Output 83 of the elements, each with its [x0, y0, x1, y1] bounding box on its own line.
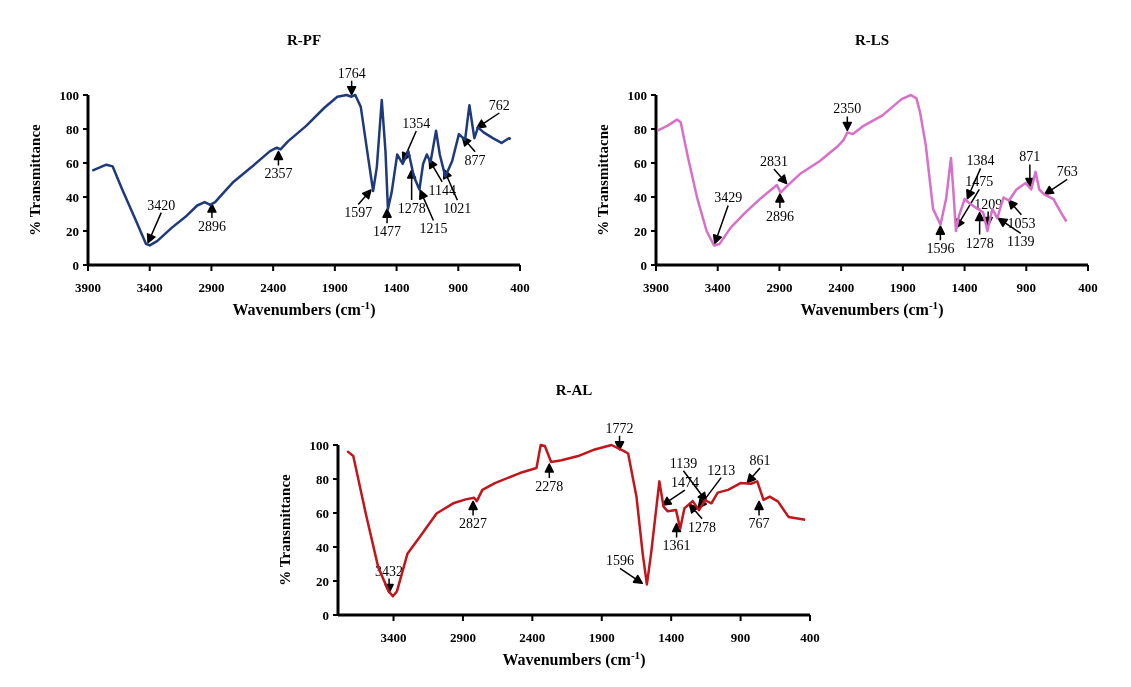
x-tick-label: 2900 [766, 280, 793, 295]
x-tick-label: 900 [448, 280, 469, 295]
chart-title: R-AL [555, 382, 593, 398]
annotation: 3420 [147, 197, 176, 213]
annotation: 871 [1019, 149, 1041, 165]
y-tick-label: 80 [634, 121, 647, 137]
x-tick-label: 3400 [704, 280, 731, 295]
annotation: 2831 [759, 154, 788, 169]
x-axis-title: Wavenumbers (cm$^{-1}$) [232, 299, 376, 319]
x-tick-label: 1400 [658, 630, 685, 645]
x-tick-label: 1900 [321, 280, 348, 295]
x-tick-label: 900 [1016, 280, 1037, 295]
y-tick-label: 40 [634, 189, 647, 205]
annotation: 1139 [1007, 234, 1035, 250]
annotation: 1021 [443, 201, 472, 216]
annotation: 2827 [459, 516, 488, 532]
x-tick-label: 1900 [588, 630, 615, 645]
annotation: 1354 [402, 115, 431, 131]
y-tick-label: 20 [634, 223, 647, 239]
y-axis-title: % Transmittacne [595, 123, 611, 236]
annotation: 767 [748, 516, 770, 532]
annotation: 1596 [605, 553, 634, 569]
x-tick-label: 2400 [828, 280, 855, 295]
y-tick-label: 100 [627, 87, 647, 103]
annotation: 1764 [337, 65, 366, 81]
annotation: 1477 [373, 224, 402, 240]
annotation: 1215 [419, 221, 448, 237]
y-tick-label: 20 [66, 223, 79, 239]
annotation: 1278 [965, 235, 994, 251]
y-tick-label: 40 [316, 539, 329, 555]
x-axis-title: Wavenumbers (cm$^{-1}$) [502, 649, 646, 669]
chart-title: R-PF [286, 32, 322, 48]
annotation: 1278 [688, 519, 717, 535]
chart-title: R-LS [854, 32, 890, 48]
y-tick-label: 60 [634, 155, 647, 171]
annotation: 763 [1056, 164, 1078, 180]
x-tick-label: 2400 [519, 630, 546, 645]
annotation: 877 [464, 152, 486, 168]
x-tick-label: 1900 [889, 280, 916, 295]
annotation: 1278 [397, 201, 426, 216]
x-tick-label: 3900 [75, 280, 101, 295]
annotation: 2896 [197, 219, 226, 234]
annotation: 1596 [926, 241, 955, 257]
annotation: 1139 [669, 455, 698, 471]
annotation: 861 [749, 453, 771, 468]
x-tick-label: 3400 [136, 280, 163, 295]
x-axis-title: Wavenumbers (cm$^{-1}$) [800, 299, 944, 319]
x-tick-label: 1400 [951, 280, 978, 295]
annotation: 1053 [1007, 215, 1036, 231]
annotation: 762 [488, 97, 510, 113]
y-axis-title: % Transmittance [277, 473, 293, 586]
annotation: 2357 [264, 166, 293, 182]
y-tick-label: 20 [316, 573, 329, 589]
annotation: 3429 [714, 190, 743, 206]
y-tick-label: 60 [316, 505, 329, 521]
x-tick-label: 2900 [449, 630, 476, 645]
y-tick-label: 80 [66, 121, 79, 137]
annotation: 2896 [765, 208, 794, 224]
annotation: 1384 [966, 153, 995, 169]
y-tick-label: 60 [66, 155, 79, 171]
x-tick-label: 2900 [198, 280, 225, 295]
annotation: 1597 [344, 205, 373, 221]
annotation: 2350 [833, 101, 862, 117]
y-tick-label: 40 [66, 189, 79, 205]
x-tick-label: 3400 [380, 630, 407, 645]
y-tick-label: 80 [316, 471, 329, 487]
x-tick-label: 400 [1078, 280, 1098, 295]
x-tick-label: 2400 [260, 280, 287, 295]
x-tick-label: 400 [510, 280, 530, 295]
x-tick-label: 900 [730, 630, 751, 645]
y-tick-label: 0 [322, 607, 329, 623]
annotation: 1772 [605, 420, 634, 436]
x-tick-label: 3900 [643, 280, 669, 295]
y-tick-label: 100 [59, 87, 79, 103]
annotation: 2278 [535, 478, 564, 494]
y-tick-label: 0 [640, 257, 647, 273]
y-axis-title: % Transmittance [27, 123, 43, 236]
annotation: 1213 [707, 462, 736, 478]
y-tick-label: 100 [309, 437, 329, 453]
x-tick-label: 400 [800, 630, 820, 645]
x-tick-label: 1400 [383, 280, 410, 295]
y-tick-label: 0 [72, 257, 79, 273]
annotation: 1361 [662, 538, 691, 554]
